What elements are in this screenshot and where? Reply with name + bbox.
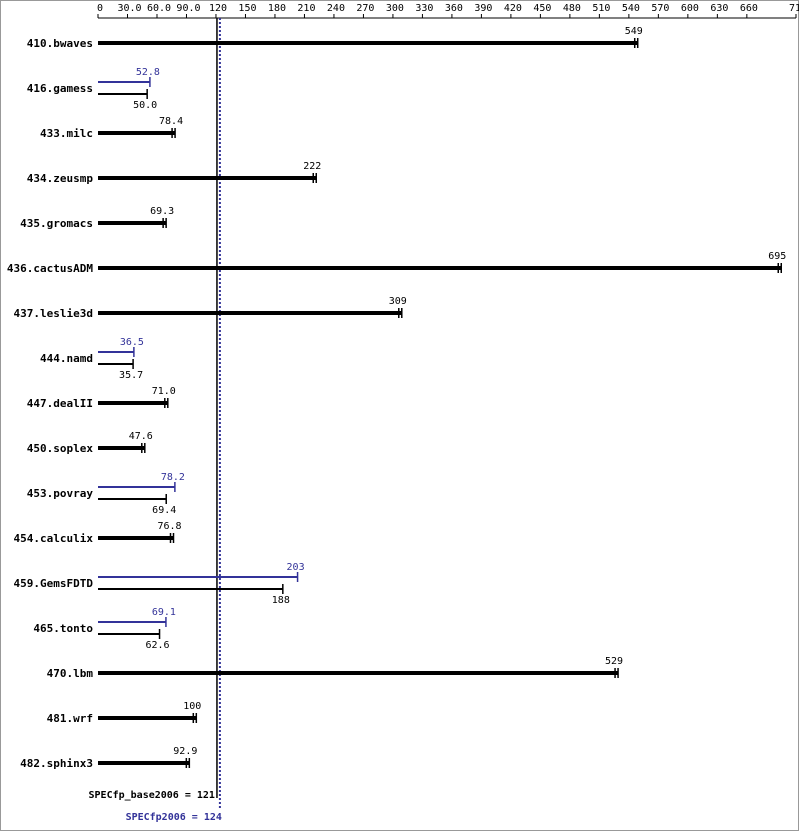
x-tick-label: 510 [592,3,610,14]
bar [98,221,167,225]
value-label: 47.6 [129,431,153,442]
bar [98,176,317,180]
bar [98,131,176,135]
y-tick-label: 453.povray [27,487,94,500]
x-tick-label: 450 [533,3,551,14]
bar [98,576,298,578]
x-tick-label: 90.0 [176,3,200,14]
x-tick-label: 30.0 [117,3,141,14]
value-label: 35.7 [119,370,143,381]
y-tick-label: 459.GemsFDTD [14,577,94,590]
value-label: 69.1 [152,607,176,618]
y-tick-label: 433.milc [40,127,93,140]
y-tick-label: 470.lbm [47,667,94,680]
y-tick-label: 447.dealII [27,397,93,410]
bar [98,446,145,450]
x-tick-label: 60.0 [147,3,171,14]
value-label: 695 [768,251,786,262]
value-label: 50.0 [133,100,157,111]
value-label: 222 [303,161,321,172]
reference-label: SPECfp_base2006 = 121 [89,790,215,801]
y-tick-label: 450.soplex [27,442,94,455]
x-tick-label: 630 [710,3,728,14]
bar [98,536,174,540]
x-tick-label: 480 [563,3,581,14]
x-tick-label: 390 [474,3,492,14]
value-label: 203 [287,562,305,573]
x-tick-label: 240 [327,3,345,14]
x-tick-label: 150 [238,3,256,14]
value-label: 71.0 [152,386,176,397]
x-tick-label: 300 [386,3,404,14]
value-label: 69.3 [150,206,174,217]
x-tick-label: 120 [209,3,227,14]
x-tick-label: 660 [740,3,758,14]
x-tick-label: 270 [356,3,374,14]
x-tick-label: 210 [297,3,315,14]
bar [98,498,167,500]
x-tick-label: 0 [97,3,103,14]
bar [98,716,197,720]
value-label: 78.4 [159,116,183,127]
bar [98,363,134,365]
y-tick-label: 437.leslie3d [14,307,93,320]
x-tick-label: 570 [651,3,669,14]
y-tick-label: 436.cactusADM [7,262,93,275]
value-label: 69.4 [152,505,176,516]
x-tick-label: 600 [681,3,699,14]
y-tick-label: 410.bwaves [27,37,93,50]
y-tick-label: 482.sphinx3 [20,757,93,770]
bar [98,41,638,45]
value-label: 188 [272,595,290,606]
bar [98,93,148,95]
bar [98,266,782,270]
value-label: 76.8 [157,521,181,532]
bar [98,671,619,675]
bar [98,633,160,635]
bar [98,351,134,353]
bar [98,588,283,590]
bar [98,81,150,83]
value-label: 62.6 [145,640,169,651]
bar [98,761,190,765]
x-tick-label: 360 [445,3,463,14]
value-label: 36.5 [120,337,144,348]
bar [98,486,175,488]
bar [98,621,166,623]
value-label: 78.2 [161,472,185,483]
y-tick-label: 416.gamess [27,82,93,95]
value-label: 52.8 [136,67,160,78]
x-tick-label: 420 [504,3,522,14]
value-label: 549 [625,26,643,37]
x-tick-label: 710 [789,3,799,14]
bar [98,401,168,405]
bar [98,311,402,315]
y-tick-label: 434.zeusmp [27,172,94,185]
value-label: 100 [183,701,201,712]
y-tick-label: 435.gromacs [20,217,93,230]
x-tick-label: 540 [622,3,640,14]
reference-label: SPECfp2006 = 124 [126,812,222,823]
x-tick-label: 330 [415,3,433,14]
value-label: 309 [389,296,407,307]
y-tick-label: 454.calculix [14,532,94,545]
x-tick-label: 180 [268,3,286,14]
y-tick-label: 465.tonto [33,622,93,635]
y-tick-label: 481.wrf [47,712,93,725]
value-label: 92.9 [173,746,197,757]
value-label: 529 [605,656,623,667]
y-tick-label: 444.namd [40,352,93,365]
